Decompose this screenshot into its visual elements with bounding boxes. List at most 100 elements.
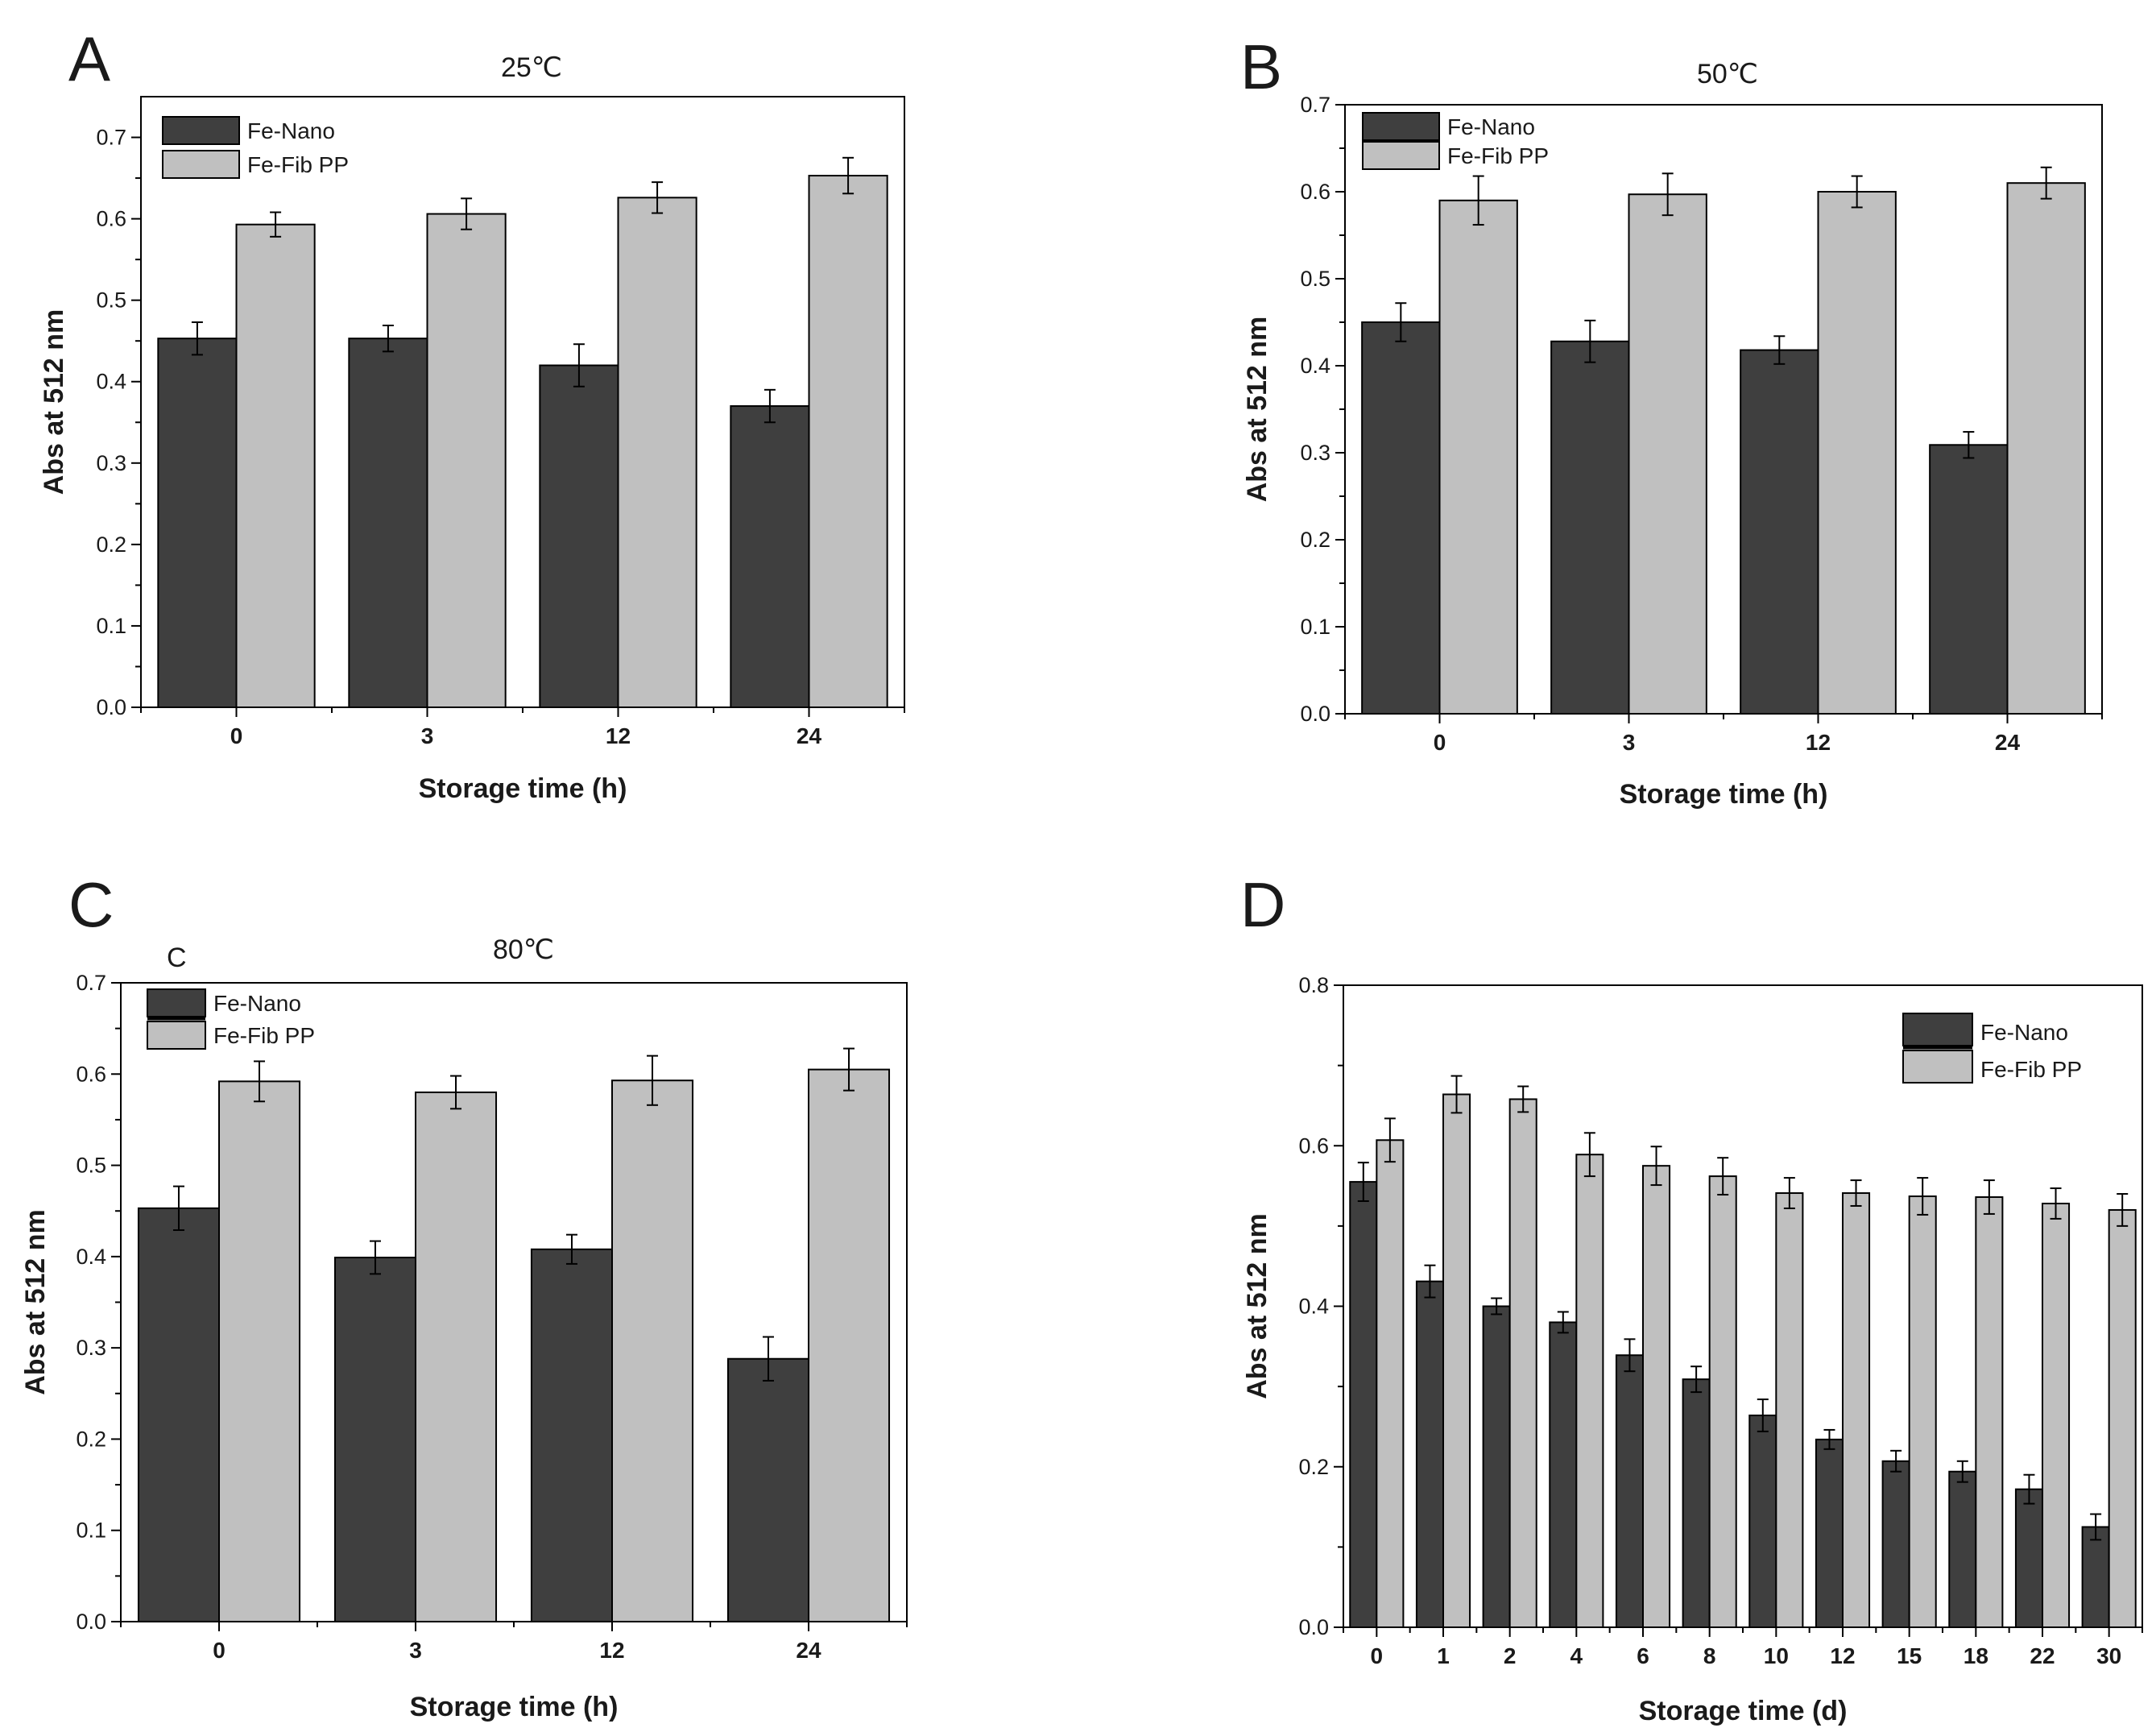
y-tick-label: 0.3 (1300, 441, 1330, 465)
legend-swatch-fe-fib-pp (162, 150, 240, 179)
y-tick-label: 0.3 (76, 1336, 106, 1360)
bar-fe-fib-pp (1708, 1175, 1737, 1629)
chart-panel-b: B 50℃ 0.0 0.1 0.2 0.3 0.4 0.5 0.6 0.7 Abs at 512 n… (1240, 31, 2103, 810)
bar-fe-fib-pp (1642, 1165, 1671, 1628)
legend-swatch-fe-nano (162, 116, 240, 145)
bar-fe-nano (1748, 1414, 1777, 1628)
legend-label-fe-nano: Fe-Nano (213, 991, 301, 1016)
x-tick-label: 6 (1637, 1643, 1649, 1668)
y-tick-label: 0.4 (76, 1245, 106, 1269)
panel-letter: D (1240, 869, 1285, 940)
bar-fe-fib-pp (415, 1091, 498, 1622)
chart-title: 80℃ (493, 934, 554, 965)
chart-subtitle: C (167, 943, 187, 973)
x-tick-label: 0 (1434, 730, 1446, 755)
y-tick-label: 0.3 (96, 451, 126, 475)
y-axis-label: Abs at 512 nm (20, 1209, 51, 1395)
bar-fe-nano (348, 338, 428, 708)
x-tick-label: 10 (1764, 1643, 1789, 1668)
y-tick-label: 0.0 (76, 1610, 106, 1634)
y-tick-label: 0.5 (96, 288, 126, 313)
bar-fe-fib-pp (611, 1079, 694, 1622)
y-tick-label: 0.7 (1300, 93, 1330, 117)
y-tick-label: 0.7 (96, 126, 126, 150)
x-tick-label: 12 (1806, 730, 1831, 755)
x-tick-label: 3 (421, 723, 434, 748)
bar-fe-nano (157, 338, 238, 708)
bar-fe-nano (1482, 1305, 1511, 1628)
bar-fe-fib-pp (1442, 1093, 1471, 1628)
y-tick-label: 0.1 (96, 614, 126, 638)
panel-letter: B (1240, 31, 1282, 102)
bar-fe-fib-pp (218, 1080, 301, 1622)
x-axis-label: Storage time (h) (410, 1692, 619, 1722)
x-tick-label: 15 (1897, 1643, 1922, 1668)
y-tick-label: 0.2 (96, 532, 126, 557)
y-tick-label: 0.7 (76, 971, 106, 995)
x-tick-label: 0 (213, 1638, 226, 1663)
bar-fe-fib-pp (2006, 182, 2086, 715)
y-tick-label: 0.1 (76, 1519, 106, 1543)
x-tick-label: 3 (1623, 730, 1636, 755)
bar-fe-fib-pp (1376, 1139, 1405, 1628)
y-tick-label: 0.0 (1300, 702, 1330, 726)
y-tick-label: 0.4 (1300, 354, 1330, 378)
bar-fe-nano (333, 1256, 416, 1622)
bar-fe-nano (1615, 1354, 1645, 1628)
x-tick-label: 24 (1995, 730, 2021, 755)
bar-fe-nano (1682, 1378, 1711, 1628)
y-tick-label: 0.0 (1298, 1615, 1329, 1639)
bar-fe-fib-pp (2108, 1208, 2137, 1628)
chart-title: 25℃ (501, 52, 562, 83)
bar-fe-nano (1415, 1280, 1445, 1628)
y-tick-label: 0.5 (76, 1154, 106, 1178)
y-tick-label: 0.0 (96, 695, 126, 719)
bar-fe-nano (1549, 1321, 1578, 1629)
x-tick-label: 0 (230, 723, 243, 748)
y-tick-label: 0.6 (76, 1062, 106, 1086)
bar-fe-fib-pp (1628, 193, 1707, 715)
y-tick-label: 0.2 (1298, 1455, 1329, 1479)
bar-fe-fib-pp (617, 197, 697, 708)
bar-fe-nano (1881, 1460, 1910, 1628)
bar-fe-fib-pp (808, 175, 888, 708)
x-tick-label: 24 (796, 1638, 821, 1663)
bar-fe-fib-pp (235, 223, 316, 708)
bar-fe-fib-pp (1975, 1196, 2004, 1628)
legend-swatch-fe-nano (1902, 1013, 1973, 1046)
legend-label-fe-nano: Fe-Nano (247, 118, 335, 143)
legend-label-fe-fib-pp: Fe-Fib PP (1980, 1057, 2082, 1082)
bar-fe-fib-pp (1438, 199, 1518, 715)
legend-label-fe-nano: Fe-Nano (1980, 1020, 2068, 1045)
legend-swatch-fe-fib-pp (1902, 1050, 1973, 1084)
x-tick-label: 0 (1371, 1643, 1384, 1668)
y-tick-label: 0.1 (1300, 615, 1330, 639)
legend-swatch-fe-fib-pp (147, 1021, 206, 1050)
bar-fe-fib-pp (1842, 1192, 1871, 1629)
y-tick-label: 0.4 (96, 370, 126, 394)
x-tick-label: 24 (797, 723, 822, 748)
x-tick-label: 22 (2030, 1643, 2055, 1668)
bar-fe-fib-pp (1508, 1098, 1537, 1628)
x-tick-label: 12 (1830, 1643, 1855, 1668)
x-tick-label: 30 (2096, 1643, 2121, 1668)
bar-fe-nano (1929, 444, 2009, 715)
bar-fe-nano (1740, 349, 1819, 715)
bar-fe-nano (1815, 1438, 1844, 1628)
bar-fe-fib-pp (1908, 1195, 1937, 1629)
chart-panel-a: A 25℃ 0.0 0.1 0.2 0.3 0.4 0.5 0.6 0.7 Abs at 512 n… (39, 23, 905, 804)
bar-fe-fib-pp (2042, 1202, 2071, 1628)
y-tick-label: 0.6 (96, 207, 126, 231)
bar-fe-nano (137, 1207, 221, 1622)
legend-label-fe-fib-pp: Fe-Fib PP (1447, 143, 1549, 168)
y-tick-label: 0.2 (1300, 528, 1330, 552)
bar-fe-nano (730, 405, 810, 708)
x-tick-label: 3 (409, 1638, 422, 1663)
bar-fe-fib-pp (1575, 1154, 1604, 1628)
bar-fe-nano (530, 1248, 614, 1623)
y-tick-label: 0.4 (1298, 1295, 1329, 1319)
bar-fe-nano (1948, 1470, 1977, 1629)
bar-fe-nano (726, 1357, 810, 1623)
